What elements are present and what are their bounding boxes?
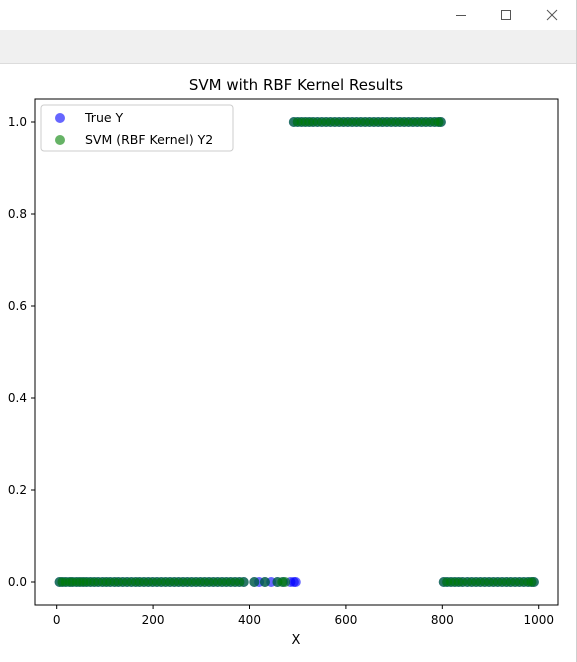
- maximize-icon: [500, 9, 512, 21]
- x-tick-label: 600: [334, 613, 357, 627]
- data-point: [291, 577, 301, 587]
- window-titlebar: [0, 0, 576, 30]
- x-tick-label: 1000: [523, 613, 554, 627]
- data-point: [249, 577, 259, 587]
- legend-label: SVM (RBF Kernel) Y2: [85, 132, 213, 147]
- data-point: [280, 577, 290, 587]
- data-point: [260, 577, 270, 587]
- toolbar: [0, 30, 576, 64]
- axes-frame: [35, 99, 558, 605]
- y-tick-label: 0.0: [8, 575, 27, 589]
- legend-marker: [55, 135, 65, 145]
- plot-area: 0 200 400 600 800 1000 0.0 0.2 0.4 0.6 0.8 1.0: [8, 99, 558, 627]
- x-tick-label: 400: [238, 613, 261, 627]
- data-point: [436, 117, 446, 127]
- y-tick-label: 0.8: [8, 207, 27, 221]
- minimize-button[interactable]: [438, 0, 484, 30]
- maximize-button[interactable]: [483, 0, 529, 30]
- y-tick-label: 0.2: [8, 483, 27, 497]
- x-tick-label: 800: [431, 613, 454, 627]
- close-icon: [546, 9, 558, 21]
- chart-figure: SVM with RBF Kernel Results 0 200 400 600 80…: [0, 64, 576, 662]
- y-tick-label: 0.6: [8, 299, 27, 313]
- x-axis-label: X: [292, 633, 301, 648]
- y-tick-label: 0.4: [8, 391, 27, 405]
- y-tick-label: 1.0: [8, 115, 27, 129]
- close-button[interactable]: [529, 0, 575, 30]
- data-point: [239, 577, 249, 587]
- minimize-icon: [455, 9, 467, 21]
- legend: True Y SVM (RBF Kernel) Y2: [41, 105, 233, 151]
- x-tick-label: 200: [142, 613, 165, 627]
- data-point: [529, 577, 539, 587]
- legend-marker: [55, 113, 65, 123]
- x-tick-label: 0: [53, 613, 61, 627]
- legend-label: True Y: [84, 110, 124, 125]
- chart-title: SVM with RBF Kernel Results: [189, 76, 403, 94]
